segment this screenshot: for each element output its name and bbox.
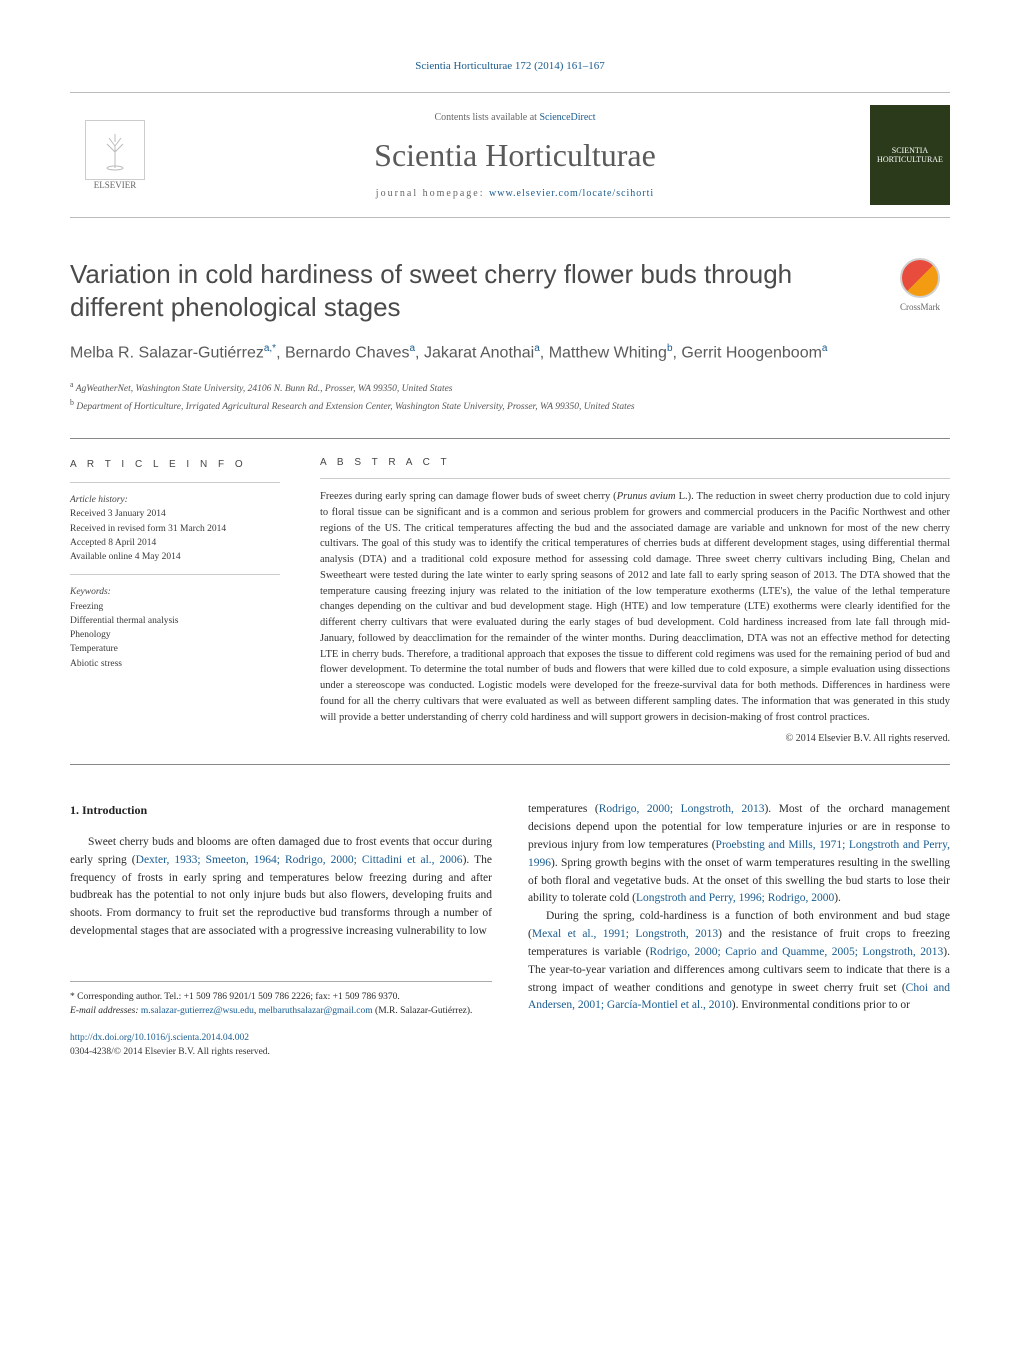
doi-block: http://dx.doi.org/10.1016/j.scienta.2014… xyxy=(70,1032,492,1059)
body-paragraph: During the spring, cold-hardiness is a f… xyxy=(528,908,950,1015)
email-label: E-mail addresses: xyxy=(70,1006,139,1016)
history-revised: Received in revised form 31 March 2014 xyxy=(70,522,280,536)
keyword: Abiotic stress xyxy=(70,657,280,671)
title-row: Variation in cold hardiness of sweet che… xyxy=(70,258,950,323)
journal-homepage: journal homepage: www.elsevier.com/locat… xyxy=(178,188,852,199)
body-paragraph: Sweet cherry buds and blooms are often d… xyxy=(70,834,492,941)
email-line: E-mail addresses: m.salazar-gutierrez@ws… xyxy=(70,1004,492,1018)
abstract-copyright: © 2014 Elsevier B.V. All rights reserved… xyxy=(320,733,950,744)
doi-link[interactable]: http://dx.doi.org/10.1016/j.scienta.2014… xyxy=(70,1033,249,1043)
publisher-name: ELSEVIER xyxy=(94,180,137,190)
abstract-heading: A B S T R A C T xyxy=(320,457,950,468)
keyword: Temperature xyxy=(70,642,280,656)
keywords-list: Freezing Differential thermal analysis P… xyxy=(70,600,280,671)
article-info-heading: A R T I C L E I N F O xyxy=(70,457,280,472)
author-email-link[interactable]: melbaruthsalazar@gmail.com xyxy=(259,1006,373,1016)
crossmark-label: CrossMark xyxy=(900,302,940,312)
authors: Melba R. Salazar-Gutiérreza,*, Bernardo … xyxy=(70,341,950,365)
journal-homepage-link[interactable]: www.elsevier.com/locate/scihorti xyxy=(489,188,654,199)
sciencedirect-link[interactable]: ScienceDirect xyxy=(539,112,595,123)
corresponding-author-note: * Corresponding author. Tel.: +1 509 786… xyxy=(70,990,492,1004)
keywords-label: Keywords: xyxy=(70,585,280,599)
info-abstract-row: A R T I C L E I N F O Article history: R… xyxy=(70,439,950,765)
article-title: Variation in cold hardiness of sweet che… xyxy=(70,258,870,323)
affiliation-b: b Department of Horticulture, Irrigated … xyxy=(70,397,950,414)
journal-name: Scientia Horticulturae xyxy=(178,137,852,174)
footnotes: * Corresponding author. Tel.: +1 509 786… xyxy=(70,981,492,1019)
keyword: Differential thermal analysis xyxy=(70,614,280,628)
abstract: A B S T R A C T Freezes during early spr… xyxy=(320,439,950,744)
affiliation-a: a AgWeatherNet, Washington State Univers… xyxy=(70,379,950,396)
history-online: Available online 4 May 2014 xyxy=(70,550,280,564)
keyword: Freezing xyxy=(70,600,280,614)
article-info: A R T I C L E I N F O Article history: R… xyxy=(70,439,280,744)
abstract-text: Freezes during early spring can damage f… xyxy=(320,489,950,725)
contents-line: Contents lists available at ScienceDirec… xyxy=(178,112,852,123)
crossmark-badge[interactable]: CrossMark xyxy=(890,258,950,312)
body-columns: 1. Introduction Sweet cherry buds and bl… xyxy=(70,801,950,1059)
publisher-logo: ELSEVIER xyxy=(70,105,160,205)
crossmark-icon xyxy=(900,258,940,298)
author-email-link[interactable]: m.salazar-gutierrez@wsu.edu xyxy=(141,1006,254,1016)
affiliations: a AgWeatherNet, Washington State Univers… xyxy=(70,379,950,414)
page: Scientia Horticulturae 172 (2014) 161–16… xyxy=(0,0,1020,1099)
section-heading: 1. Introduction xyxy=(70,801,492,820)
body-paragraph: temperatures (Rodrigo, 2000; Longstroth,… xyxy=(528,801,950,908)
keyword: Phenology xyxy=(70,628,280,642)
body-col-right: temperatures (Rodrigo, 2000; Longstroth,… xyxy=(528,801,950,1059)
homepage-prefix: journal homepage: xyxy=(376,188,489,199)
history-accepted: Accepted 8 April 2014 xyxy=(70,536,280,550)
contents-prefix: Contents lists available at xyxy=(434,112,539,123)
journal-cover-thumb: SCIENTIAHORTICULTURAE xyxy=(870,105,950,205)
email-suffix: (M.R. Salazar-Gutiérrez). xyxy=(375,1006,472,1016)
elsevier-tree-icon xyxy=(85,120,145,180)
header-center: Contents lists available at ScienceDirec… xyxy=(178,112,852,199)
header-band: ELSEVIER Contents lists available at Sci… xyxy=(70,92,950,218)
history-received: Received 3 January 2014 xyxy=(70,507,280,521)
issn-line: 0304-4238/© 2014 Elsevier B.V. All right… xyxy=(70,1047,270,1057)
history-label: Article history: xyxy=(70,493,280,507)
top-citation: Scientia Horticulturae 172 (2014) 161–16… xyxy=(70,60,950,72)
body-col-left: 1. Introduction Sweet cherry buds and bl… xyxy=(70,801,492,1059)
